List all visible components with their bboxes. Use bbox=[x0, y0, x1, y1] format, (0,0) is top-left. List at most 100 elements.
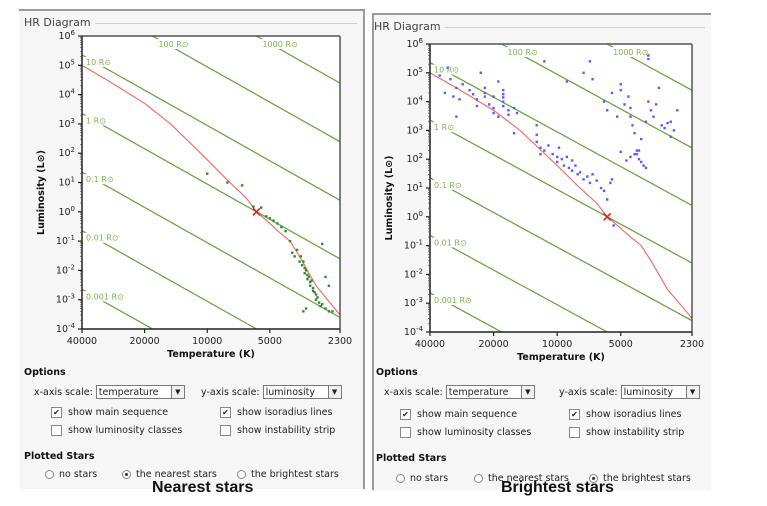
checkbox-luminosity-classes[interactable]: show luminosity classes bbox=[400, 427, 531, 438]
star-point bbox=[610, 178, 614, 181]
x-axis-scale-select[interactable]: temperature ▼ bbox=[95, 385, 185, 399]
checkbox-instability-strip[interactable]: show instability strip bbox=[220, 425, 335, 436]
star-point bbox=[461, 83, 464, 86]
y-tick-label: 101 bbox=[406, 181, 423, 194]
checkbox-unchecked-icon[interactable] bbox=[51, 425, 62, 436]
radio-brightest-stars[interactable]: the brightest stars bbox=[237, 469, 339, 480]
star-point bbox=[644, 166, 648, 170]
star-point bbox=[625, 159, 628, 162]
isoradius-line bbox=[82, 171, 340, 319]
star-point bbox=[535, 140, 538, 144]
star-point bbox=[676, 109, 679, 112]
radio-no-stars[interactable]: no stars bbox=[396, 473, 448, 484]
isoradius-label: 1 R⊙ bbox=[434, 123, 454, 132]
checkbox-main-sequence[interactable]: ✔ show main sequence bbox=[400, 409, 517, 420]
star-point bbox=[479, 71, 482, 74]
isoradius-label-bg bbox=[157, 39, 189, 49]
star-point bbox=[588, 60, 592, 63]
checkbox-isoradius-lines[interactable]: ✔ show isoradius lines bbox=[569, 409, 681, 420]
star-point bbox=[595, 179, 598, 182]
checkbox-label: show luminosity classes bbox=[417, 427, 532, 438]
isoradius-label-bg bbox=[85, 56, 111, 67]
x-tick-label: 2300 bbox=[328, 336, 352, 347]
star-point bbox=[635, 152, 638, 156]
star-point bbox=[633, 152, 636, 156]
radio-label: the brightest stars bbox=[603, 473, 691, 484]
star-point bbox=[321, 242, 324, 246]
star-point bbox=[574, 164, 577, 167]
radio-unselected-icon[interactable] bbox=[474, 474, 483, 483]
star-point bbox=[560, 158, 564, 161]
star-point bbox=[543, 60, 546, 63]
star-point bbox=[619, 83, 622, 86]
star-point bbox=[293, 255, 296, 258]
isoradius-label: 10 R⊙ bbox=[86, 58, 111, 67]
plotted-stars-heading: Plotted Stars bbox=[376, 453, 447, 464]
star-point bbox=[654, 103, 658, 106]
star-point bbox=[582, 178, 585, 181]
x-axis-scale-row: x-axis scale: temperature ▼ bbox=[34, 385, 185, 399]
star-point bbox=[535, 133, 538, 137]
dropdown-arrow-icon[interactable]: ▼ bbox=[327, 386, 341, 398]
checkbox-luminosity-classes[interactable]: show luminosity classes bbox=[51, 425, 182, 436]
star-point bbox=[327, 310, 331, 313]
dropdown-arrow-icon[interactable]: ▼ bbox=[520, 386, 534, 398]
star-point bbox=[602, 100, 606, 103]
checkbox-unchecked-icon[interactable] bbox=[220, 425, 231, 436]
y-tick-label: 100 bbox=[58, 205, 75, 218]
radio-nearest-stars[interactable]: the nearest stars bbox=[474, 473, 569, 484]
star-point bbox=[582, 71, 585, 74]
radio-unselected-icon[interactable] bbox=[237, 470, 246, 479]
isoradius-label: 1 R⊙ bbox=[86, 117, 106, 126]
y-axis-scale-select[interactable]: luminosity ▼ bbox=[620, 385, 700, 399]
radio-selected-icon[interactable] bbox=[589, 474, 598, 483]
star-point bbox=[623, 103, 626, 106]
star-point bbox=[452, 95, 455, 98]
star-point bbox=[539, 152, 542, 156]
star-point bbox=[507, 113, 510, 116]
checkbox-checked-icon[interactable]: ✔ bbox=[569, 409, 580, 420]
star-point bbox=[276, 222, 279, 225]
star-point bbox=[319, 305, 322, 308]
radio-unselected-icon[interactable] bbox=[45, 470, 54, 479]
radio-unselected-icon[interactable] bbox=[396, 474, 405, 483]
isoradius-line bbox=[430, 292, 503, 332]
star-point bbox=[206, 172, 209, 175]
star-point bbox=[599, 186, 603, 190]
radio-label: the nearest stars bbox=[136, 469, 217, 480]
radio-brightest-stars[interactable]: the brightest stars bbox=[589, 473, 691, 484]
star-point bbox=[471, 93, 475, 96]
star-point bbox=[306, 278, 309, 281]
star-point bbox=[492, 111, 495, 115]
y-axis-scale-select[interactable]: luminosity ▼ bbox=[262, 385, 342, 399]
radio-nearest-stars[interactable]: the nearest stars bbox=[122, 469, 217, 480]
checkbox-instability-strip[interactable]: show instability strip bbox=[569, 427, 684, 438]
checkbox-isoradius-lines[interactable]: ✔ show isoradius lines bbox=[220, 407, 332, 418]
radio-no-stars[interactable]: no stars bbox=[45, 469, 97, 480]
y-tick-label: 10-2 bbox=[56, 263, 75, 276]
star-point bbox=[637, 149, 641, 152]
star-point bbox=[284, 229, 287, 233]
star-point bbox=[265, 215, 268, 218]
dropdown-arrow-icon[interactable]: ▼ bbox=[685, 386, 699, 398]
isoradius-label: 1000 R⊙ bbox=[613, 48, 648, 57]
star-point bbox=[502, 96, 505, 99]
star-point bbox=[327, 284, 331, 287]
checkbox-checked-icon[interactable]: ✔ bbox=[400, 409, 411, 420]
x-axis-title: Temperature (K) bbox=[517, 352, 605, 363]
checkbox-unchecked-icon[interactable] bbox=[569, 427, 580, 438]
star-point bbox=[565, 155, 569, 159]
dropdown-arrow-icon[interactable]: ▼ bbox=[170, 386, 184, 398]
x-axis-scale-select[interactable]: temperature ▼ bbox=[445, 385, 535, 399]
sun-marker bbox=[252, 207, 261, 216]
isoradius-label-bg bbox=[433, 294, 475, 305]
radio-selected-icon[interactable] bbox=[122, 470, 131, 479]
y-tick-label: 100 bbox=[406, 210, 423, 223]
checkbox-checked-icon[interactable]: ✔ bbox=[220, 407, 231, 418]
star-point bbox=[557, 146, 561, 149]
radio-label: no stars bbox=[410, 473, 449, 484]
checkbox-unchecked-icon[interactable] bbox=[400, 427, 411, 438]
checkbox-checked-icon[interactable]: ✔ bbox=[51, 407, 62, 418]
checkbox-main-sequence[interactable]: ✔ show main sequence bbox=[51, 407, 168, 418]
star-point bbox=[666, 121, 669, 125]
